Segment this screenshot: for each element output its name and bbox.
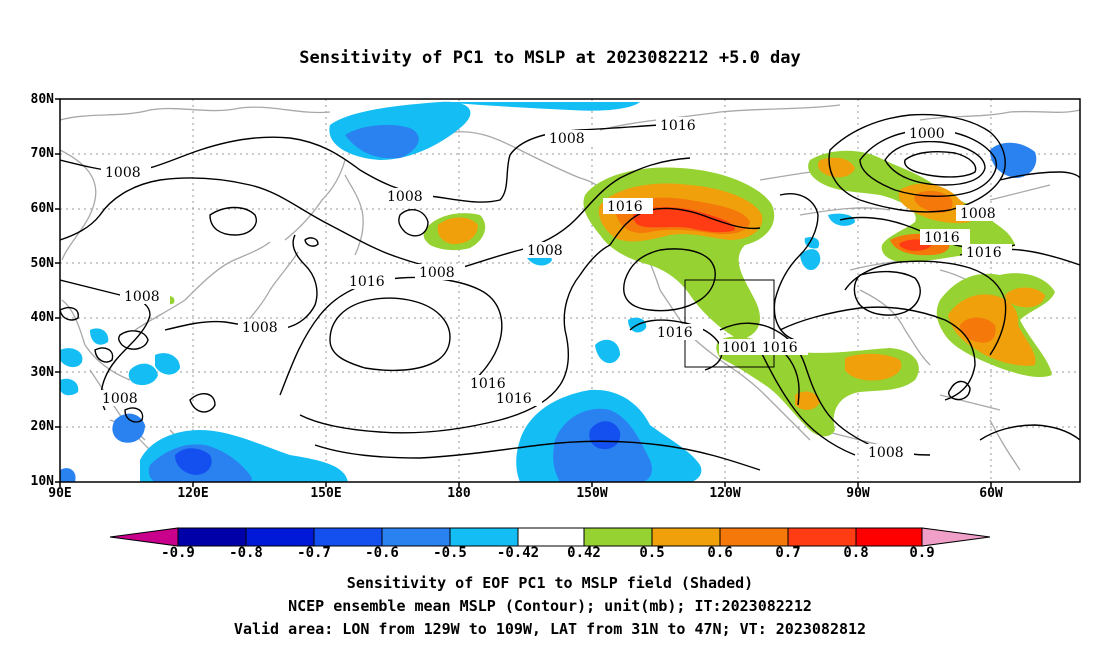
lon-label-90e: 90E: [48, 486, 72, 501]
contour-label: 1016: [962, 244, 1012, 261]
colorbar-label: 0.5: [639, 545, 665, 561]
lat-label-30n: 30N: [30, 365, 54, 380]
svg-text:1016: 1016: [607, 199, 643, 215]
svg-text:1016: 1016: [657, 325, 693, 341]
caption-line-1: Sensitivity of EOF PC1 to MSLP field (Sh…: [346, 574, 754, 592]
colorbar-label: -0.42: [496, 545, 540, 561]
contour-label: 1008: [98, 390, 148, 407]
contour-label: 1016: [758, 339, 808, 356]
colorbar-label: -0.9: [161, 545, 195, 561]
contour-label: 1008: [415, 264, 465, 281]
colorbar-swatch: [719, 527, 789, 547]
map-frame: [59, 98, 1081, 483]
svg-text:1000: 1000: [909, 126, 945, 142]
colorbar-label: -0.6: [365, 545, 399, 561]
lat-label-40n: 40N: [30, 310, 54, 325]
lon-label-180: 180: [447, 486, 471, 501]
lat-label-10n: 10N: [30, 474, 54, 489]
svg-text:1016: 1016: [470, 376, 506, 392]
svg-text:1008: 1008: [124, 289, 160, 305]
svg-text:1008: 1008: [387, 189, 423, 205]
lon-label-150e: 150E: [310, 486, 342, 501]
contour-label: 1016: [466, 375, 516, 392]
colorbar-label: -0.7: [297, 545, 331, 561]
lon-label-60w: 60W: [979, 486, 1003, 501]
contour-label: 1008: [101, 164, 151, 181]
svg-text:1008: 1008: [242, 320, 278, 336]
colorbar-swatch: [517, 527, 585, 547]
map-plot: 1008 1008 1008 1008 1008 1008 1008 1008 …: [55, 98, 1081, 487]
colorbar-label: 0.42: [567, 545, 601, 561]
contour-label: 1016: [920, 229, 970, 246]
colorbar-swatch: [381, 527, 451, 547]
colorbar-swatch: [787, 527, 857, 547]
contour-label: 1008: [383, 188, 433, 205]
colorbar-label: 0.6: [707, 545, 733, 561]
axis-ticks: [55, 98, 992, 487]
valid-area-box: [684, 279, 775, 368]
lat-label-20n: 20N: [30, 419, 54, 434]
colorbar-swatch: [449, 527, 519, 547]
contour-label: 1016: [492, 390, 542, 407]
svg-text:1008: 1008: [419, 265, 455, 281]
svg-text:1016: 1016: [349, 274, 385, 290]
colorbar-label: 0.8: [843, 545, 869, 561]
contour-label: 1016: [653, 324, 703, 341]
lon-label-120e: 120E: [177, 486, 209, 501]
svg-text:1008: 1008: [102, 391, 138, 407]
svg-text:1008: 1008: [549, 131, 585, 147]
colorbar-label: 0.7: [775, 545, 801, 561]
contour-label: 1016: [656, 117, 706, 134]
lat-label-80n: 80N: [30, 92, 54, 107]
contour-label: 1008: [238, 319, 288, 336]
svg-text:1016: 1016: [762, 340, 798, 356]
svg-text:1016: 1016: [924, 230, 960, 246]
contour-label: 1016: [603, 198, 653, 215]
svg-text:1008: 1008: [960, 206, 996, 222]
colorbar-swatch: [177, 527, 247, 547]
lon-label-120w: 120W: [709, 486, 741, 501]
svg-text:1016: 1016: [660, 118, 696, 134]
colorbar-high-triangle: [921, 527, 991, 547]
lon-label-90w: 90W: [846, 486, 870, 501]
colorbar-swatch: [651, 527, 721, 547]
negative-shading: [60, 101, 1037, 482]
svg-text:1008: 1008: [868, 445, 904, 461]
svg-text:1008: 1008: [527, 243, 563, 259]
map-title: Sensitivity of PC1 to MSLP at 2023082212…: [299, 48, 801, 68]
colorbar-swatch: [583, 527, 653, 547]
contour-label: 1008: [956, 205, 1006, 222]
colorbar-swatch: [855, 527, 923, 547]
svg-text:1008: 1008: [105, 165, 141, 181]
colorbar-swatch: [245, 527, 315, 547]
svg-text:1016: 1016: [496, 391, 532, 407]
colorbar-swatch: [313, 527, 383, 547]
colorbar-label: -0.8: [229, 545, 263, 561]
lat-label-60n: 60N: [30, 201, 54, 216]
caption-line-3: Valid area: LON from 129W to 109W, LAT f…: [233, 620, 867, 638]
contour-label: 1016: [345, 273, 395, 290]
contour-label: 1008: [864, 444, 914, 461]
contour-label: 1008: [120, 288, 170, 305]
svg-text:1001: 1001: [722, 340, 758, 356]
colorbar-label: 0.9: [909, 545, 935, 561]
colorbar-low-triangle: [109, 527, 179, 547]
lat-label-50n: 50N: [30, 256, 54, 271]
contour-label: 1001: [719, 339, 759, 356]
colorbar: [109, 527, 991, 547]
svg-text:1016: 1016: [966, 245, 1002, 261]
contour-label: 1000: [905, 125, 955, 142]
lat-label-70n: 70N: [30, 146, 54, 161]
caption-line-2: NCEP ensemble mean MSLP (Contour); unit(…: [288, 597, 812, 615]
contour-label: 1008: [523, 242, 573, 259]
lon-label-150w: 150W: [576, 486, 608, 501]
contour-label: 1008: [545, 130, 595, 147]
colorbar-label: -0.5: [433, 545, 467, 561]
